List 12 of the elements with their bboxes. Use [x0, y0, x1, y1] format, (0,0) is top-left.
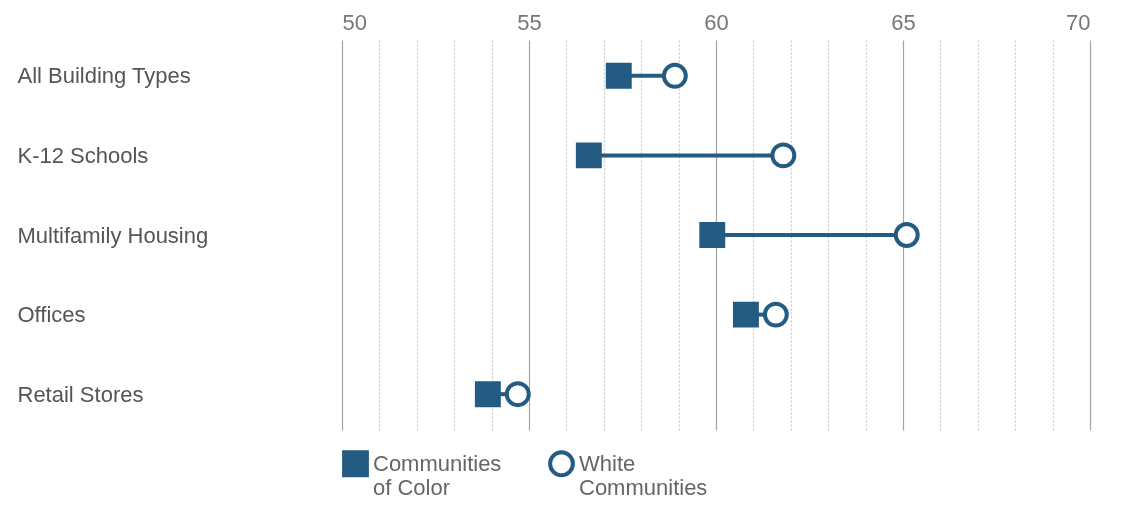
legend-label: Communities of Color	[373, 450, 502, 500]
x-tick-label: 50	[342, 9, 367, 35]
x-tick-label: 70	[1066, 9, 1091, 35]
x-tick-label: 55	[517, 9, 542, 35]
y-tick-label: Retail Stores	[17, 381, 144, 407]
x-tick-label: 60	[704, 9, 729, 35]
legend-label: White Communities	[579, 450, 708, 500]
y-tick-label: Multifamily Housing	[17, 222, 209, 248]
x-tick-label: 65	[891, 9, 916, 35]
y-tick-label: Offices	[17, 302, 86, 328]
y-tick-label: K-12 Schools	[17, 142, 149, 168]
y-tick-label: All Building Types	[17, 63, 191, 89]
